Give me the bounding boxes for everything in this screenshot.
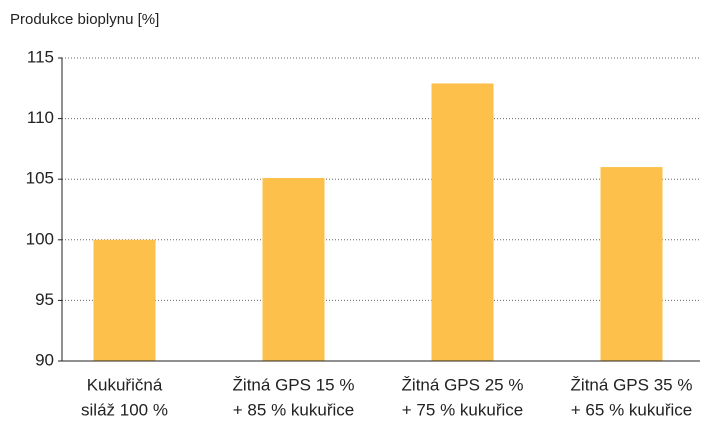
- y-tick-label: 105: [26, 169, 54, 188]
- x-tick-label: Žitná GPS 35 %: [571, 375, 693, 394]
- y-tick-label: 115: [27, 47, 54, 66]
- y-tick-label: 95: [35, 290, 54, 309]
- x-tick-label: Žitná GPS 25 %: [402, 375, 524, 394]
- x-tick-label: Žitná GPS 15 %: [233, 375, 355, 394]
- y-axis-label: Produkce bioplynu [%]: [10, 11, 159, 28]
- bar: [431, 83, 494, 362]
- x-tick-label: Kukuřičná: [87, 375, 163, 394]
- x-tick-label: siláž 100 %: [81, 400, 168, 419]
- y-tick-label: 90: [35, 350, 54, 369]
- bar: [93, 239, 156, 361]
- bar: [262, 177, 325, 361]
- x-tick-label: + 85 % kukuřice: [233, 400, 354, 419]
- x-tick-label: + 65 % kukuřice: [571, 400, 692, 419]
- y-tick-label: 100: [26, 229, 54, 248]
- bar: [600, 167, 663, 361]
- y-tick-label: 110: [27, 108, 54, 127]
- x-tick-label: + 75 % kukuřice: [402, 400, 523, 419]
